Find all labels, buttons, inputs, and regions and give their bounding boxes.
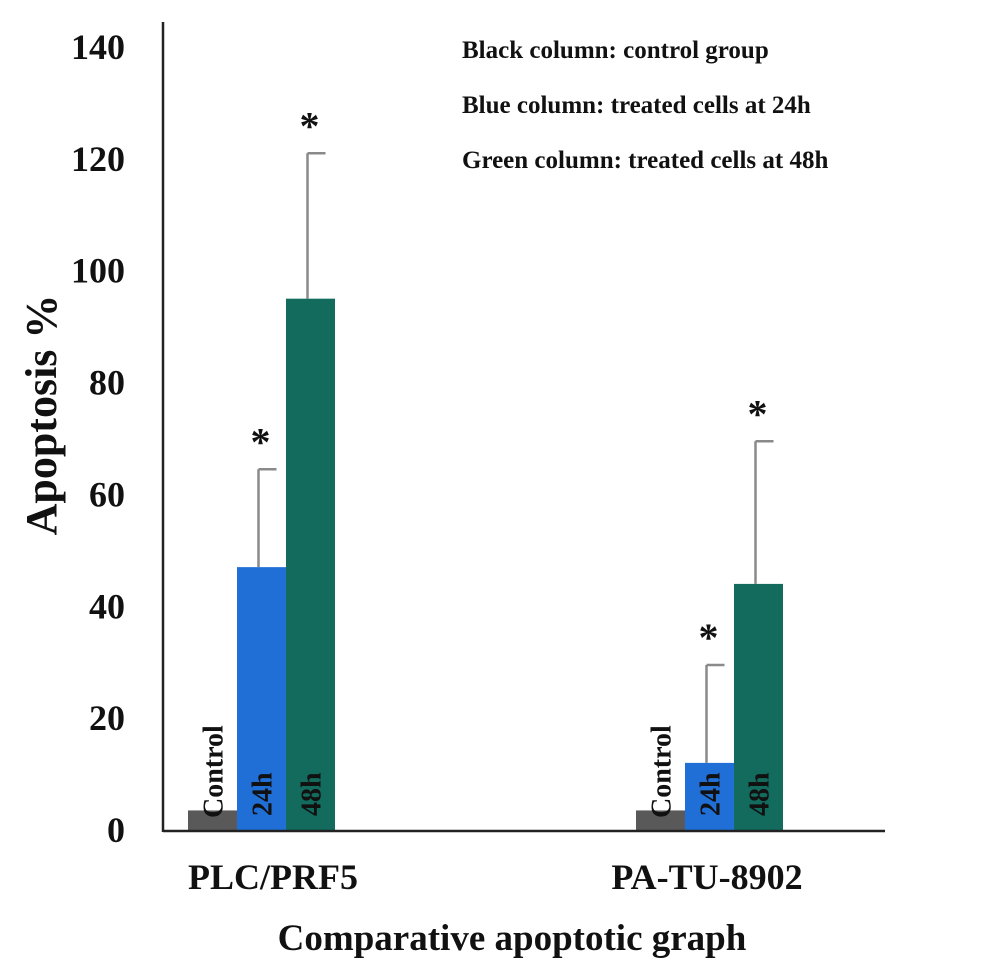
bar-label-24h: 24h: [248, 772, 279, 816]
y-tick-label: 100: [71, 251, 125, 291]
note-24h: Blue column: treated cells at 24h: [462, 92, 811, 119]
bar-label-control: Control: [647, 725, 678, 818]
bar-48h-1: [734, 583, 783, 830]
bar-label-24h: 24h: [696, 772, 727, 816]
y-tick-label: 60: [89, 474, 125, 514]
y-axis-label: Apoptosis %: [17, 295, 66, 536]
y-tick-label: 20: [89, 698, 125, 738]
significance-star: *: [699, 615, 719, 660]
significance-star: *: [300, 103, 320, 148]
category-labels: PLC/PRF5 PA-TU-8902: [188, 857, 803, 897]
bar-24h-0: [237, 567, 286, 830]
bars-group: Control * 24h * 48h Control * 24h * 48h: [188, 103, 783, 830]
bar-control-1: [636, 810, 685, 830]
x-axis-label: Comparative apoptotic graph: [278, 918, 747, 959]
y-tick-label: 40: [89, 586, 125, 626]
category-label: PLC/PRF5: [188, 857, 358, 897]
y-tick-label: 80: [89, 363, 125, 403]
y-tick-label: 0: [107, 810, 125, 850]
y-tick-label: 140: [71, 27, 125, 67]
y-tick-label: 120: [71, 139, 125, 179]
bar-48h-0: [286, 298, 335, 830]
significance-star: *: [251, 419, 271, 464]
axes: [161, 22, 885, 833]
bar-label-control: Control: [199, 725, 230, 818]
bar-label-48h: 48h: [297, 772, 328, 816]
note-48h: Green column: treated cells at 48h: [462, 147, 828, 174]
legend-notes: Black column: control group Blue column:…: [462, 37, 828, 174]
bar-label-48h: 48h: [745, 772, 776, 816]
note-control: Black column: control group: [462, 37, 769, 64]
y-axis-ticks: 0 20 40 60 80 100 120 140: [71, 27, 125, 850]
bar-24h-1: [685, 762, 734, 830]
bar-control-0: [188, 810, 237, 830]
significance-star: *: [748, 391, 768, 436]
category-label: PA-TU-8902: [611, 857, 802, 897]
